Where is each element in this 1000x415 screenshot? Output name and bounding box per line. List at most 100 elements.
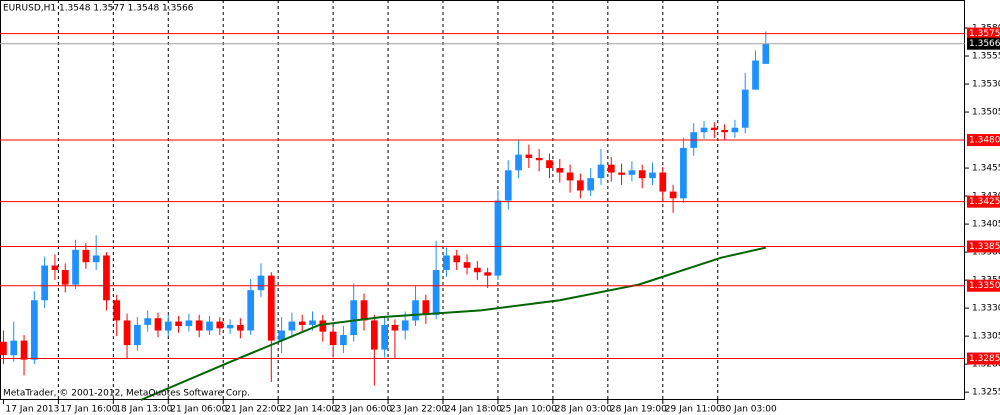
candle-body	[51, 265, 59, 271]
x-tick-label: 17 Jan 2013	[5, 405, 59, 415]
candle-body	[123, 320, 131, 346]
y-tick-label: 1.3505	[972, 108, 1000, 118]
candle-body	[103, 255, 110, 301]
x-tick-label: 23 Jan 06:00	[335, 405, 392, 415]
level-tag	[967, 352, 1000, 365]
candle-body	[298, 321, 306, 325]
level-label: 1.3425	[969, 197, 1000, 207]
candle-body	[20, 340, 28, 360]
candle-body	[525, 154, 533, 158]
candle-body	[350, 300, 358, 336]
candle-body	[340, 335, 347, 346]
candle-body	[10, 340, 18, 356]
candle-body	[309, 320, 316, 325]
candle-body	[370, 320, 378, 350]
level-tag	[967, 279, 1000, 292]
candle-body	[257, 275, 265, 291]
y-tick-label: 1.3555	[972, 52, 1000, 62]
candle-body	[391, 324, 399, 331]
candle-body	[61, 270, 69, 285]
candle-body	[649, 172, 656, 179]
x-tick-label: 24 Jan 18:00	[445, 405, 502, 415]
candle-body	[401, 320, 409, 331]
x-tick-label: 29 Jan 11:00	[665, 405, 722, 415]
candle-body	[597, 164, 605, 179]
moving-average	[140, 246, 767, 401]
y-tick-label: 1.3330	[972, 304, 1000, 314]
candle-body	[484, 272, 491, 276]
plot-area	[0, 0, 965, 400]
y-tick-label: 1.3405	[972, 220, 1000, 230]
level-tag	[967, 195, 1000, 208]
candle-body	[113, 300, 121, 321]
candle-body	[494, 200, 502, 276]
candle-body	[463, 262, 471, 268]
x-tick-label: 28 Jan 03:00	[555, 405, 612, 415]
candle-body	[267, 275, 275, 341]
candle-body	[41, 265, 48, 301]
candle-body	[669, 191, 677, 199]
candle-body	[175, 321, 182, 327]
candle-body	[721, 129, 728, 133]
candle-body	[680, 147, 687, 199]
candle-body	[700, 127, 708, 133]
candle-body	[360, 300, 368, 321]
candle-body	[0, 341, 7, 356]
level-label: 1.3285	[969, 354, 1000, 364]
x-tick-label: 21 Jan 22:00	[225, 405, 282, 415]
price-label: 1.3566	[969, 39, 1000, 49]
candle-body	[628, 170, 636, 175]
candle-body	[566, 172, 574, 181]
candle-body	[504, 170, 512, 201]
candle-body	[618, 172, 625, 175]
candle-body	[319, 320, 327, 332]
x-tick-label: 30 Jan 03:00	[720, 405, 777, 415]
chart-title: EURUSD,H1 1.3548 1.3577 1.3548 1.3566	[3, 4, 194, 14]
y-tick-label: 1.3455	[972, 164, 1000, 174]
x-tick-label: 22 Jan 14:00	[280, 405, 337, 415]
x-tick-label: 21 Jan 06:00	[170, 405, 227, 415]
candle-body	[381, 324, 388, 350]
candle-body	[638, 170, 646, 179]
candle-body	[134, 324, 141, 346]
candle-body	[710, 127, 718, 130]
x-tick-label: 25 Jan 10:00	[500, 405, 557, 415]
y-tick-label: 1.3380	[972, 248, 1000, 258]
candle-body	[185, 320, 193, 327]
candle-body	[216, 321, 224, 329]
level-tag	[967, 27, 1000, 40]
candle-body	[546, 160, 553, 169]
candle-body	[535, 157, 543, 161]
level-label: 1.3480	[969, 136, 1000, 146]
candle-body	[247, 290, 255, 331]
candle-body	[474, 267, 481, 273]
candle-body	[92, 255, 100, 263]
candle-body	[752, 60, 759, 90]
footnote: MetaTrader, © 2001-2012, MetaQuotes Soft…	[3, 389, 250, 399]
x-tick-label: 17 Jan 16:00	[60, 405, 117, 415]
candle-body	[278, 330, 285, 341]
level-label: 1.3350	[969, 281, 1000, 291]
candle-body	[329, 331, 337, 346]
level-tag	[967, 240, 1000, 253]
candle-body	[556, 168, 564, 173]
level-label: 1.3385	[969, 242, 1000, 252]
candle-body	[432, 270, 440, 315]
x-tick-label: 18 Jan 13:00	[115, 405, 172, 415]
y-tick-label: 1.3255	[972, 388, 1000, 398]
candle-body	[164, 321, 172, 331]
x-tick-label: 23 Jan 22:00	[390, 405, 447, 415]
candle-body	[226, 324, 234, 329]
candle-body	[762, 43, 770, 64]
candle-body	[741, 89, 749, 128]
level-tag	[967, 134, 1000, 147]
candle-body	[82, 249, 90, 263]
candle-body	[144, 318, 152, 325]
level-label: 1.3575	[969, 29, 1000, 39]
candle-body	[731, 127, 739, 133]
candle-body	[154, 318, 162, 331]
candle-body	[422, 300, 430, 315]
candle-body	[195, 320, 203, 331]
